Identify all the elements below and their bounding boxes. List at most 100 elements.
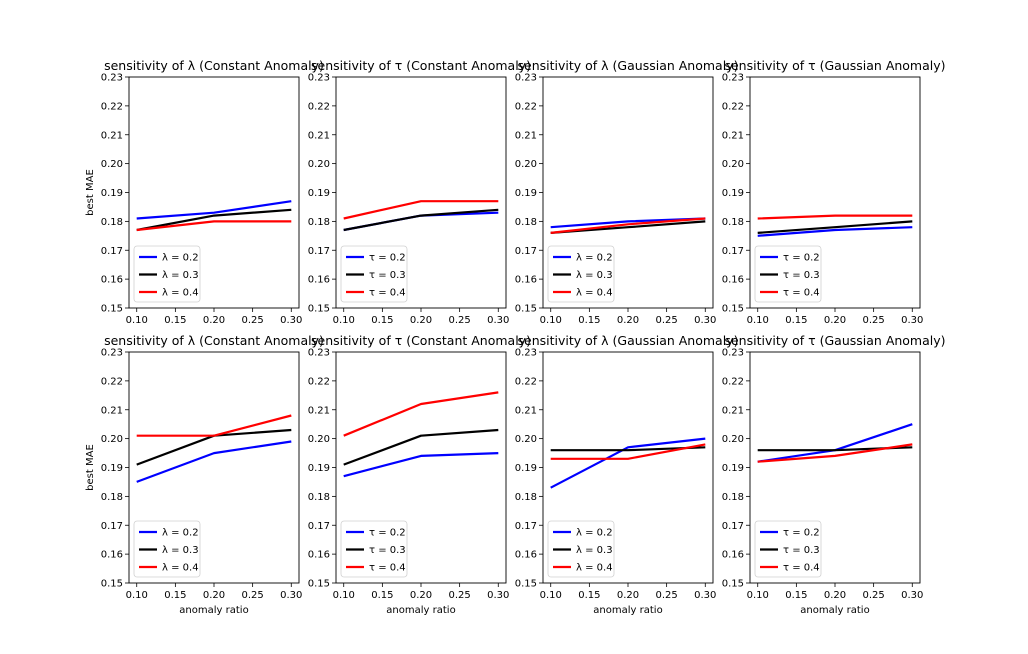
y-tick-label: 0.19 — [515, 463, 537, 474]
y-tick-label: 0.20 — [308, 159, 330, 170]
x-tick-label: 0.20 — [410, 315, 432, 326]
subplot-8: sensitivity of τ (Gaussian Anomaly) 0.15 0… — [722, 333, 946, 616]
subplot-3: sensitivity of λ (Gaussian Anomaly)0.150… — [515, 58, 739, 326]
legend-label: τ = 0.4 — [369, 563, 406, 574]
x-tick-label: 0.15 — [785, 315, 807, 326]
subplot-title: sensitivity of λ (Constant Anomaly) — [104, 58, 324, 73]
x-tick-label: 0.25 — [863, 315, 885, 326]
y-tick-label: 0.20 — [722, 434, 744, 445]
series-line — [757, 214, 913, 220]
y-tick-label: 0.23 — [722, 348, 744, 359]
x-tick-label: 0.25 — [449, 315, 471, 326]
x-tick-label: 0.25 — [656, 590, 678, 601]
axes-frame — [749, 76, 921, 309]
y-tick-label: 0.23 — [515, 348, 537, 359]
y-tick-label: 0.16 — [515, 275, 537, 286]
legend-box — [340, 520, 408, 578]
x-tick-label: 0.25 — [242, 590, 264, 601]
y-tick-label: 0.22 — [722, 101, 744, 112]
y-axis-label: best MAE — [85, 169, 96, 216]
series-line — [136, 440, 292, 483]
x-tick-label: 0.25 — [863, 590, 885, 601]
series-line — [136, 208, 292, 232]
y-tick-label: 0.16 — [515, 550, 537, 561]
x-tick-label: 0.20 — [410, 590, 432, 601]
y-tick-label: 0.17 — [722, 246, 744, 257]
legend-box — [340, 245, 408, 303]
subplot-title: sensitivity of τ (Constant Anomaly) — [311, 333, 531, 348]
y-tick-label: 0.22 — [101, 101, 123, 112]
y-tick-label: 0.23 — [308, 73, 330, 84]
y-tick-label: 0.20 — [308, 434, 330, 445]
y-tick-label: 0.21 — [515, 405, 537, 416]
legend-label: τ = 0.2 — [369, 528, 406, 539]
series-line — [757, 220, 913, 234]
y-tick-label: 0.16 — [722, 550, 744, 561]
axes-frame — [128, 351, 300, 584]
y-tick-label: 0.22 — [515, 101, 537, 112]
y-tick-label: 0.18 — [722, 492, 744, 503]
subplot-title: sensitivity of τ (Gaussian Anomaly) — [724, 58, 945, 73]
y-tick-label: 0.17 — [308, 246, 330, 257]
legend-label: λ = 0.3 — [576, 545, 613, 556]
x-tick-label: 0.10 — [747, 590, 769, 601]
x-tick-label: 0.20 — [824, 315, 846, 326]
subplot-title: sensitivity of τ (Gaussian Anomaly) — [724, 333, 945, 348]
legend-label: τ = 0.3 — [783, 270, 820, 281]
series-line — [136, 220, 292, 232]
subplot-1: sensitivity of λ (Constant Anomaly)0.150… — [85, 58, 324, 326]
x-tick-label: 0.20 — [617, 590, 639, 601]
y-tick-label: 0.22 — [515, 376, 537, 387]
y-tick-label: 0.20 — [101, 159, 123, 170]
legend-label: λ = 0.4 — [162, 563, 199, 574]
y-tick-label: 0.23 — [722, 73, 744, 84]
series-line — [136, 200, 292, 220]
series-line — [757, 226, 913, 237]
y-tick-label: 0.21 — [722, 130, 744, 141]
subplot-title: sensitivity of τ (Constant Anomaly) — [311, 58, 531, 73]
y-tick-label: 0.19 — [515, 188, 537, 199]
x-tick-label: 0.25 — [656, 315, 678, 326]
y-tick-label: 0.18 — [101, 492, 123, 503]
y-tick-label: 0.21 — [101, 130, 123, 141]
legend-label: τ = 0.4 — [369, 288, 406, 299]
series-line — [550, 437, 706, 489]
legend-label: λ = 0.3 — [576, 270, 613, 281]
axes-frame — [542, 76, 714, 309]
x-tick-label: 0.25 — [242, 315, 264, 326]
series-line — [343, 200, 499, 220]
y-tick-label: 0.22 — [722, 376, 744, 387]
x-tick-label: 0.10 — [747, 315, 769, 326]
legend-label: τ = 0.2 — [783, 528, 820, 539]
x-tick-label: 0.30 — [694, 590, 716, 601]
axes-frame — [335, 76, 507, 309]
y-tick-label: 0.23 — [515, 73, 537, 84]
y-tick-label: 0.15 — [101, 579, 123, 590]
y-tick-label: 0.15 — [722, 304, 744, 315]
x-tick-label: 0.30 — [901, 315, 923, 326]
series-line — [136, 414, 292, 437]
x-tick-label: 0.30 — [694, 315, 716, 326]
legend-label: λ = 0.2 — [576, 253, 613, 264]
y-tick-label: 0.23 — [101, 348, 123, 359]
y-tick-label: 0.23 — [101, 73, 123, 84]
y-tick-label: 0.21 — [308, 130, 330, 141]
y-tick-label: 0.20 — [515, 159, 537, 170]
x-tick-label: 0.30 — [487, 590, 509, 601]
x-tick-label: 0.15 — [578, 590, 600, 601]
y-tick-label: 0.19 — [722, 188, 744, 199]
legend-label: τ = 0.2 — [369, 253, 406, 264]
y-tick-label: 0.17 — [515, 246, 537, 257]
series-line — [343, 208, 499, 232]
series-line — [343, 428, 499, 466]
x-tick-label: 0.15 — [785, 590, 807, 601]
subplot-7: sensitivity of λ (Gaussian Anomaly) 0.15 0… — [515, 333, 739, 616]
y-tick-label: 0.16 — [101, 550, 123, 561]
subplot-title: sensitivity of λ (Gaussian Anomaly) — [518, 333, 739, 348]
y-tick-label: 0.17 — [101, 521, 123, 532]
legend-label: τ = 0.2 — [783, 253, 820, 264]
x-tick-label: 0.15 — [164, 590, 186, 601]
subplot-title: sensitivity of λ (Constant Anomaly) — [104, 333, 324, 348]
y-tick-label: 0.23 — [308, 348, 330, 359]
